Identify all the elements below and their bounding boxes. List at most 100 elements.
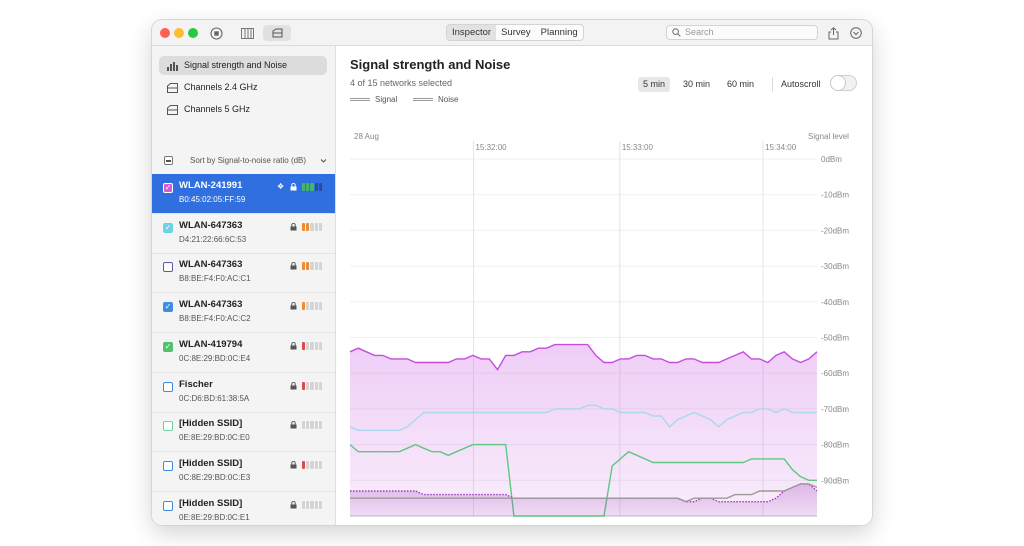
network-name: Fischer [179,378,213,390]
signal-bars [302,460,323,469]
series-area [350,344,817,516]
signal-bars [302,183,323,191]
legend-noise-swatch [413,98,433,101]
network-checkbox[interactable] [163,500,173,511]
sort-label: Sort by Signal-to-noise ratio (dB) [190,156,307,165]
selection-summary: 4 of 15 networks selected [350,78,453,88]
network-mac: 0C:8E:29:BD:0C:E3 [179,472,251,482]
signal-bar [318,222,323,231]
signal-bar [302,500,306,509]
network-name: [Hidden SSID] [179,497,243,509]
signal-bars [302,421,323,430]
signal-bar [302,341,306,350]
network-name: [Hidden SSID] [179,457,243,469]
network-row[interactable]: [Hidden SSID] 0C:8E:29:BD:0C:E3 [152,452,335,492]
signal-bars [302,302,323,311]
table-view-icon[interactable] [240,25,254,41]
share-icon[interactable] [827,25,839,41]
y-tick-label: -80dBm [821,441,849,450]
signal-bar [302,460,306,469]
sidebar: Signal strength and Noise Channels 2.4 G… [152,46,336,525]
network-checkbox[interactable] [163,460,173,471]
tab-planning[interactable]: Planning [540,27,578,38]
legend-signal-swatch [350,98,370,101]
network-row[interactable]: Fischer 0C:D6:BD:61:38:5A [152,373,335,413]
sidebar-item-channels-24[interactable]: Channels 2.4 GHz [159,78,327,97]
signal-bar [318,381,323,390]
range-60-min[interactable]: 60 min [727,79,755,89]
network-mac: B8:BE:F4:F0:AC:C2 [179,314,251,324]
series-line [349,343,818,371]
range-5-min[interactable]: 5 min [638,77,671,92]
network-row[interactable]: [Hidden SSID] 0E:8E:29:BD:0C:E1 [152,492,335,525]
signal-bar [310,381,314,390]
signal-bar [302,222,306,231]
channels-icon [167,83,178,93]
network-checkbox[interactable]: ✓ [163,222,173,233]
signal-bar [318,302,323,311]
app-window: Inspector Survey Planning Search Signal … [152,20,872,525]
signal-bar [310,460,314,469]
network-checkbox[interactable]: ✓ [163,341,173,352]
minimize-window-button[interactable] [174,28,184,38]
network-mac: D4:21:22:66:6C:53 [179,234,247,244]
lock-icon [290,421,297,429]
network-row[interactable]: ✓ WLAN-647363 B8:BE:F4:F0:AC:C2 [152,293,335,334]
network-checkbox[interactable]: ✓ [163,183,173,193]
autoscroll-toggle[interactable] [830,75,857,91]
lock-icon [290,341,297,350]
signal-bar [310,262,314,271]
sidebar-item-signal-strength[interactable]: Signal strength and Noise [159,56,327,75]
zoom-window-button[interactable] [188,28,198,38]
tab-survey[interactable]: Survey [501,27,531,38]
more-options-icon[interactable] [849,25,863,41]
series-area [350,483,817,516]
range-30-min[interactable]: 30 min [683,79,711,89]
network-row[interactable]: ✓ WLAN-647363 D4:21:22:66:6C:53 [152,214,335,254]
network-row[interactable]: [Hidden SSID] 0E:8E:29:BD:0C:E0 [152,412,335,453]
tab-inspector[interactable]: Inspector [447,25,497,40]
y-tick-label: -20dBm [821,226,849,235]
signal-bars [302,500,323,509]
signal-bars [302,381,323,390]
signal-bar [302,381,306,390]
signal-bar [314,262,318,271]
signal-bar [306,421,310,430]
network-checkbox[interactable]: ✓ [163,302,173,313]
network-row[interactable]: ✓ WLAN-241991 B0:45:02:05:FF:59 ❖ [152,174,335,214]
network-checkbox[interactable] [163,381,173,392]
sidebar-item-channels-5[interactable]: Channels 5 GHz [159,100,327,119]
network-row[interactable]: WLAN-647363 B8:BE:F4:F0:AC:C1 [152,253,335,294]
close-window-button[interactable] [160,28,170,38]
search-field[interactable]: Search [666,25,818,40]
lock-icon [290,460,297,469]
series-line [349,404,817,431]
signal-bar [306,381,310,390]
toggle-knob [831,76,845,90]
signal-bar [314,421,318,430]
toolbar-divider [772,77,773,92]
signal-bar [310,341,314,350]
select-all-checkbox[interactable] [164,156,173,165]
pin-icon[interactable]: ❖ [277,182,285,191]
search-icon [672,28,681,37]
view-segmented-control: Inspector Survey Planning [446,24,584,41]
sidebar-toggle-icon[interactable] [263,25,291,41]
y-tick-label: -10dBm [821,191,849,200]
legend-noise: Noise [413,95,458,104]
network-checkbox[interactable] [163,421,173,432]
signal-bar [318,183,323,191]
network-name: WLAN-647363 [179,299,243,311]
sidebar-item-label: Signal strength and Noise [184,60,288,70]
lock-icon [290,302,297,310]
sidebar-item-label: Channels 5 GHz [184,104,251,114]
network-name: [Hidden SSID] [179,418,243,430]
signal-bar [318,460,323,469]
stop-icon[interactable] [209,25,223,41]
network-checkbox[interactable] [163,262,173,273]
network-row[interactable]: ✓ WLAN-419794 0C:8E:29:BD:0C:E4 [152,333,335,373]
signal-bar [306,302,310,311]
sort-control[interactable]: Sort by Signal-to-noise ratio (dB) [161,154,331,168]
signal-bar [314,341,318,350]
signal-bar [306,341,310,350]
